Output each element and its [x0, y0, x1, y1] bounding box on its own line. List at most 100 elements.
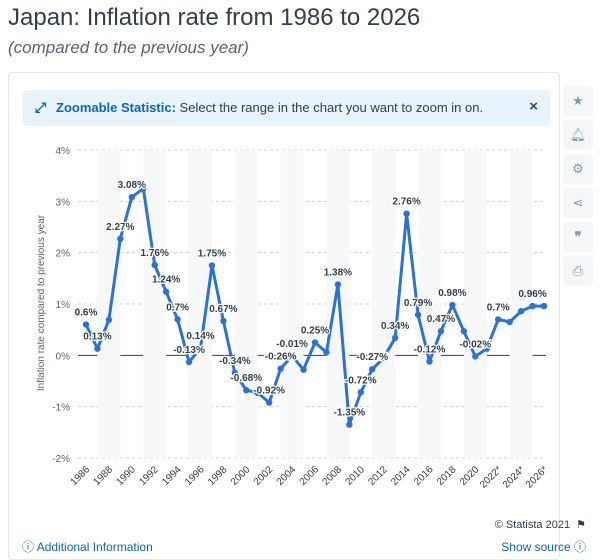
data-label: 3.08%: [118, 180, 146, 191]
x-grid-band: [509, 150, 533, 458]
data-point: [208, 262, 216, 269]
data-point: [460, 328, 468, 335]
data-label: -0.34%: [219, 356, 251, 367]
data-point: [220, 317, 227, 325]
data-point: [334, 281, 342, 288]
gear-icon: ⚙: [572, 161, 584, 176]
settings-button[interactable]: ⚙: [563, 154, 593, 184]
data-point: [426, 358, 433, 365]
x-tick-label: 1986: [69, 464, 93, 488]
bell-icon: 🔔︎: [569, 127, 587, 142]
x-tick-label: 2008: [321, 464, 345, 488]
share-icon: ⋖: [572, 195, 584, 210]
x-tick-label: 2026*: [524, 464, 550, 490]
data-point: [323, 349, 330, 356]
x-tick-label: 2002: [252, 464, 276, 488]
x-grid-band: [143, 150, 167, 458]
data-label: 0.98%: [438, 288, 466, 299]
additional-info-label: Additional Information: [36, 540, 153, 554]
data-point: [403, 210, 410, 217]
data-point: [94, 345, 101, 352]
print-button[interactable]: ⎙: [563, 256, 593, 286]
data-point: [82, 321, 90, 328]
x-tick-label: 1988: [92, 464, 116, 488]
data-point: [346, 421, 353, 428]
print-icon: ⎙: [572, 263, 584, 278]
data-labels: 0.6% 0.13% 2.27% 3.08% 1.76% 1.24% 0.7% -0.13% 0…: [73, 179, 548, 420]
data-point: [174, 316, 181, 323]
zoom-banner-bold: Zoomable Statistic:: [56, 100, 176, 115]
data-label: -0.27%: [356, 352, 388, 363]
data-point: [483, 345, 490, 352]
data-point: [231, 369, 239, 376]
data-label: 1.38%: [324, 267, 352, 278]
copyright-text: © Statista 2021 ⚑: [495, 518, 586, 531]
share-button[interactable]: ⋖: [563, 188, 593, 218]
data-label: 0.14%: [186, 331, 214, 342]
page-title: Japan: Inflation rate from 1986 to 2026: [8, 4, 421, 31]
x-grid-band: [280, 150, 304, 458]
data-label: 0.34%: [381, 321, 409, 332]
x-grid-band: [326, 150, 350, 458]
star-button[interactable]: ★: [563, 86, 593, 116]
data-point: [391, 334, 399, 342]
x-tick-label: 2012: [366, 464, 390, 488]
data-points: [82, 185, 548, 428]
x-tick-label: 1996: [183, 464, 207, 488]
x-tick-label: 1994: [160, 464, 184, 488]
data-point: [300, 366, 307, 373]
data-point: [369, 365, 376, 373]
data-point: [117, 235, 124, 243]
data-label: 0.13%: [83, 332, 111, 343]
data-point: [105, 316, 113, 324]
data-point: [254, 389, 261, 397]
show-source-label: Show source: [501, 540, 571, 554]
y-tick-label: 2%: [56, 249, 71, 260]
data-label: -0.72%: [345, 375, 377, 386]
data-point: [277, 365, 284, 372]
data-label: 0.96%: [518, 289, 546, 300]
flag-icon: ⚑: [576, 519, 586, 531]
x-tick-label: 2016: [412, 464, 436, 488]
data-label: 0.6%: [75, 308, 98, 319]
data-label: 0.67%: [209, 304, 237, 315]
zoom-banner-message: Select the range in the chart you want t…: [179, 100, 484, 115]
info-icon: ⓘ: [573, 540, 586, 554]
data-point: [506, 318, 513, 326]
data-point: [151, 261, 158, 269]
data-point: [128, 194, 135, 201]
info-icon: ⓘ: [22, 540, 35, 554]
copyright-label: © Statista 2021: [494, 519, 571, 531]
page-subtitle: (compared to the previous year): [8, 38, 249, 57]
x-tick-label: 1992: [137, 464, 161, 488]
x-grid-band: [418, 150, 441, 458]
data-label: 2.76%: [392, 197, 420, 208]
cite-button[interactable]: ❞: [563, 222, 593, 252]
y-tick-label: -2%: [52, 454, 70, 465]
y-axis-label: Inflation rate compared to previous year: [36, 214, 47, 391]
close-banner-button[interactable]: ×: [529, 98, 538, 115]
show-source-link[interactable]: Show source ⓘ: [501, 538, 586, 555]
additional-info-link[interactable]: ⓘ Additional Information: [22, 538, 153, 555]
data-label: -0.12%: [414, 344, 446, 355]
data-label: -0.92%: [253, 386, 285, 397]
data-point: [495, 316, 502, 323]
data-point: [197, 344, 204, 352]
data-point: [437, 328, 445, 335]
x-tick-label: 2010: [343, 464, 367, 488]
star-icon: ★: [572, 93, 584, 108]
x-grid-band: [234, 150, 258, 458]
data-point: [243, 387, 250, 394]
y-tick-label: 3%: [56, 197, 71, 208]
chart-grid: [78, 149, 546, 459]
x-grid-band: [97, 150, 121, 458]
y-tick-label: 4%: [56, 146, 71, 157]
data-point: [311, 339, 319, 346]
data-point: [472, 353, 479, 360]
data-point: [288, 352, 296, 360]
data-point: [517, 307, 525, 315]
x-tick-label: 2000: [229, 464, 253, 488]
data-label: 0.47%: [427, 314, 455, 325]
notification-button[interactable]: 🔔︎: [563, 120, 593, 150]
